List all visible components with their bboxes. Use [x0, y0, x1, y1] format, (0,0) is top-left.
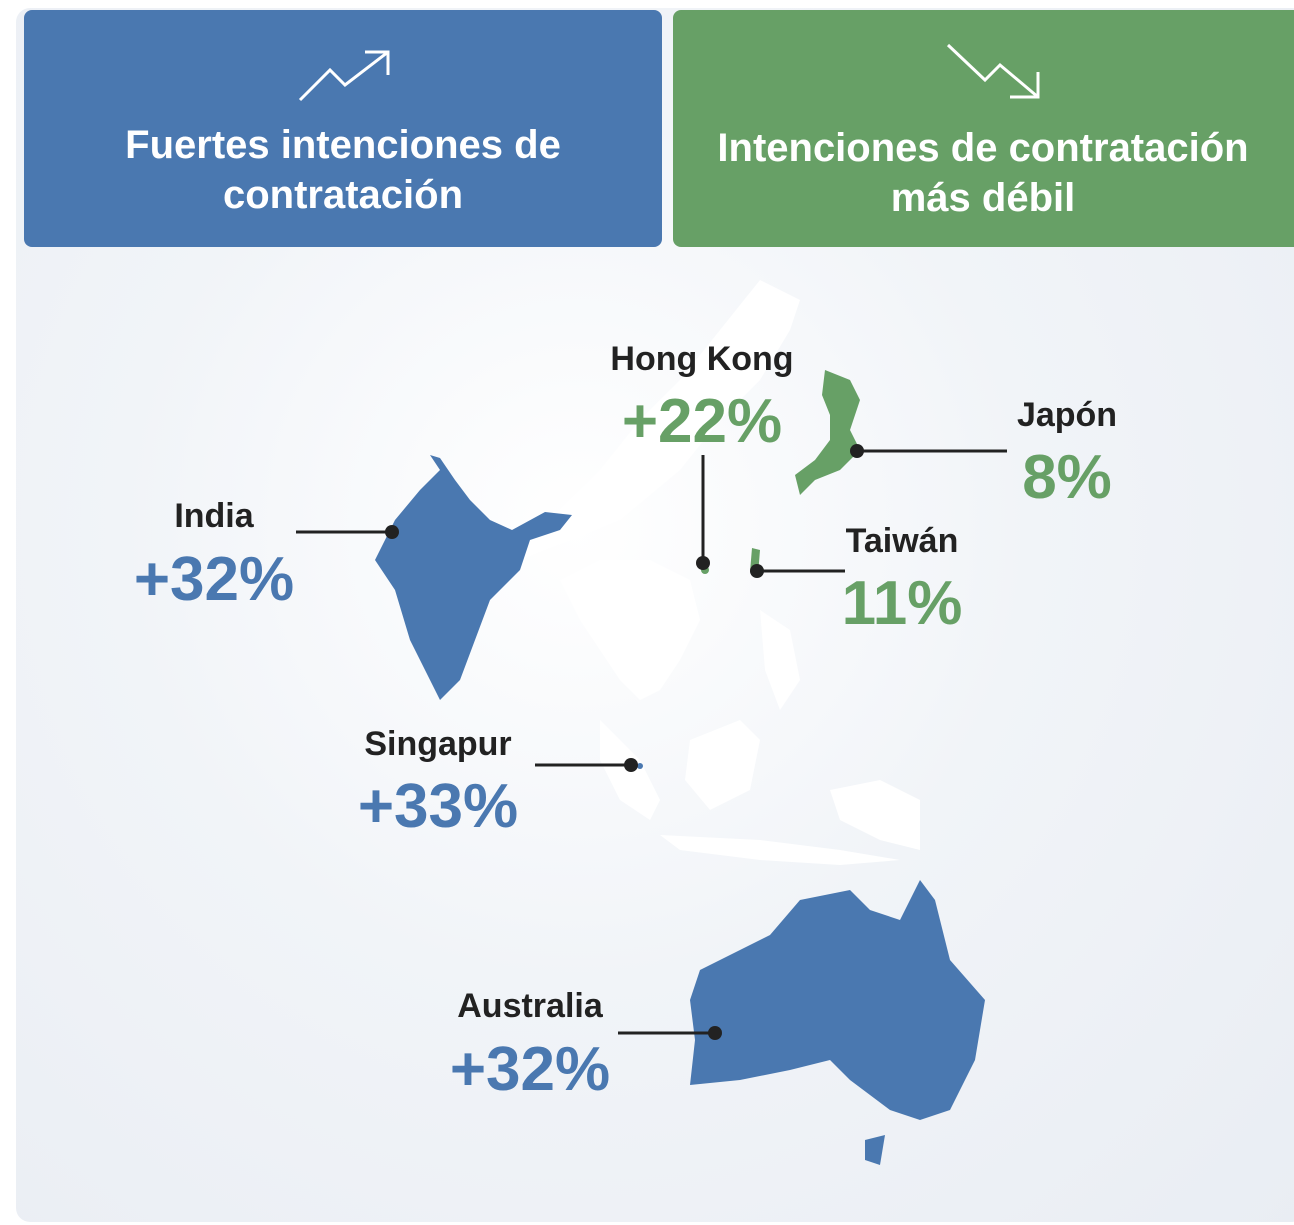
region-name: Singapur: [364, 725, 511, 763]
region-value: +32%: [450, 1035, 610, 1104]
location-dot: [750, 564, 764, 578]
header-title: Fuertes intenciones de contratación: [125, 123, 561, 217]
region-value: +22%: [622, 387, 782, 456]
down-arrow: [946, 43, 1039, 99]
singapore-shape: [637, 763, 643, 769]
land-philippines: [760, 610, 800, 710]
region-value: +32%: [134, 545, 294, 614]
location-dot: [696, 556, 710, 570]
up-arrow: [298, 50, 389, 102]
land-java: [660, 835, 900, 865]
region-value: 11%: [842, 569, 963, 638]
up-arrow-head: [365, 50, 390, 75]
strong-header: Fuertes intenciones de contratación: [24, 10, 662, 247]
tasmania-shape: [865, 1135, 885, 1165]
down-arrow-head: [1010, 72, 1040, 99]
japan-shape: [795, 370, 860, 495]
header-title: Intenciones de contratación más débil: [717, 126, 1249, 220]
region-name: Taiwán: [846, 522, 959, 560]
arrows: [298, 43, 1040, 102]
land-borneo: [685, 720, 760, 810]
countries: [375, 370, 985, 1165]
land-china: [520, 280, 800, 560]
region-value: 8%: [1022, 443, 1112, 512]
australia-shape: [690, 880, 985, 1120]
weak-header: Intenciones de contratación más débil: [673, 10, 1294, 247]
india-shape: [375, 455, 572, 700]
location-dot: [850, 444, 864, 458]
location-dot: [385, 525, 399, 539]
land-new-guinea: [830, 780, 920, 850]
location-dot: [708, 1026, 722, 1040]
region-name: Australia: [457, 987, 604, 1025]
land-indochina: [560, 560, 700, 700]
region-value: +33%: [358, 772, 518, 841]
region-name: Japón: [1017, 396, 1117, 434]
region-name: India: [174, 497, 254, 535]
region-name: Hong Kong: [610, 340, 793, 378]
location-dot: [624, 758, 638, 772]
land: [520, 280, 920, 865]
